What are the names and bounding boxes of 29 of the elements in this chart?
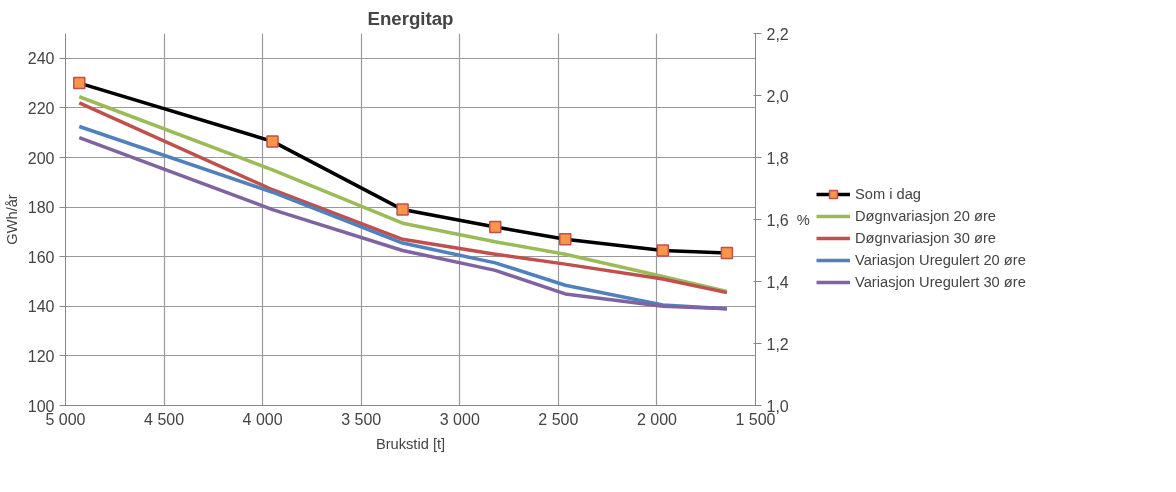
legend-label: Døgnvariasjon 20 øre [855,208,996,224]
x-tick-label: 2 000 [636,410,678,428]
y2-axis-title: % [796,211,810,228]
y-tick-label: 160 [27,248,55,266]
y-tick-label: 200 [27,149,55,167]
legend-label: Som i dag [855,186,921,202]
y-tick-label: 140 [27,298,55,316]
y2-tick-label: 1,4 [766,273,789,291]
y2-tick-label: 1,2 [766,335,789,353]
legend-label: Døgnvariasjon 30 øre [855,230,996,246]
x-tick-label: 4 000 [242,410,283,428]
y2-tick-label: 1,6 [766,211,789,229]
y2-tick-label: 2,2 [766,25,789,43]
y2-tick-label: 2,0 [766,87,789,105]
x-tick-label: 3 500 [341,410,382,428]
y-tick-label: 240 [27,50,55,68]
y-tick-label: 120 [27,347,55,365]
x-axis-title: Brukstid [t] [375,435,446,452]
y-tick-label: 220 [27,99,55,117]
legend-label: Variasjon Uregulert 20 øre [855,252,1026,268]
legend-label: Variasjon Uregulert 30 øre [855,274,1026,290]
chart-title: Energitap [367,7,454,29]
x-tick-label: 4 500 [144,410,185,428]
y-tick-label: 180 [27,199,55,217]
y2-tick-label: 1,8 [766,149,789,167]
y2-tick-label: 1,0 [766,397,789,415]
y-axis-title: GWh/år [3,194,20,245]
x-tick-label: 2 500 [538,410,579,428]
x-tick-label: 3 000 [439,410,480,428]
